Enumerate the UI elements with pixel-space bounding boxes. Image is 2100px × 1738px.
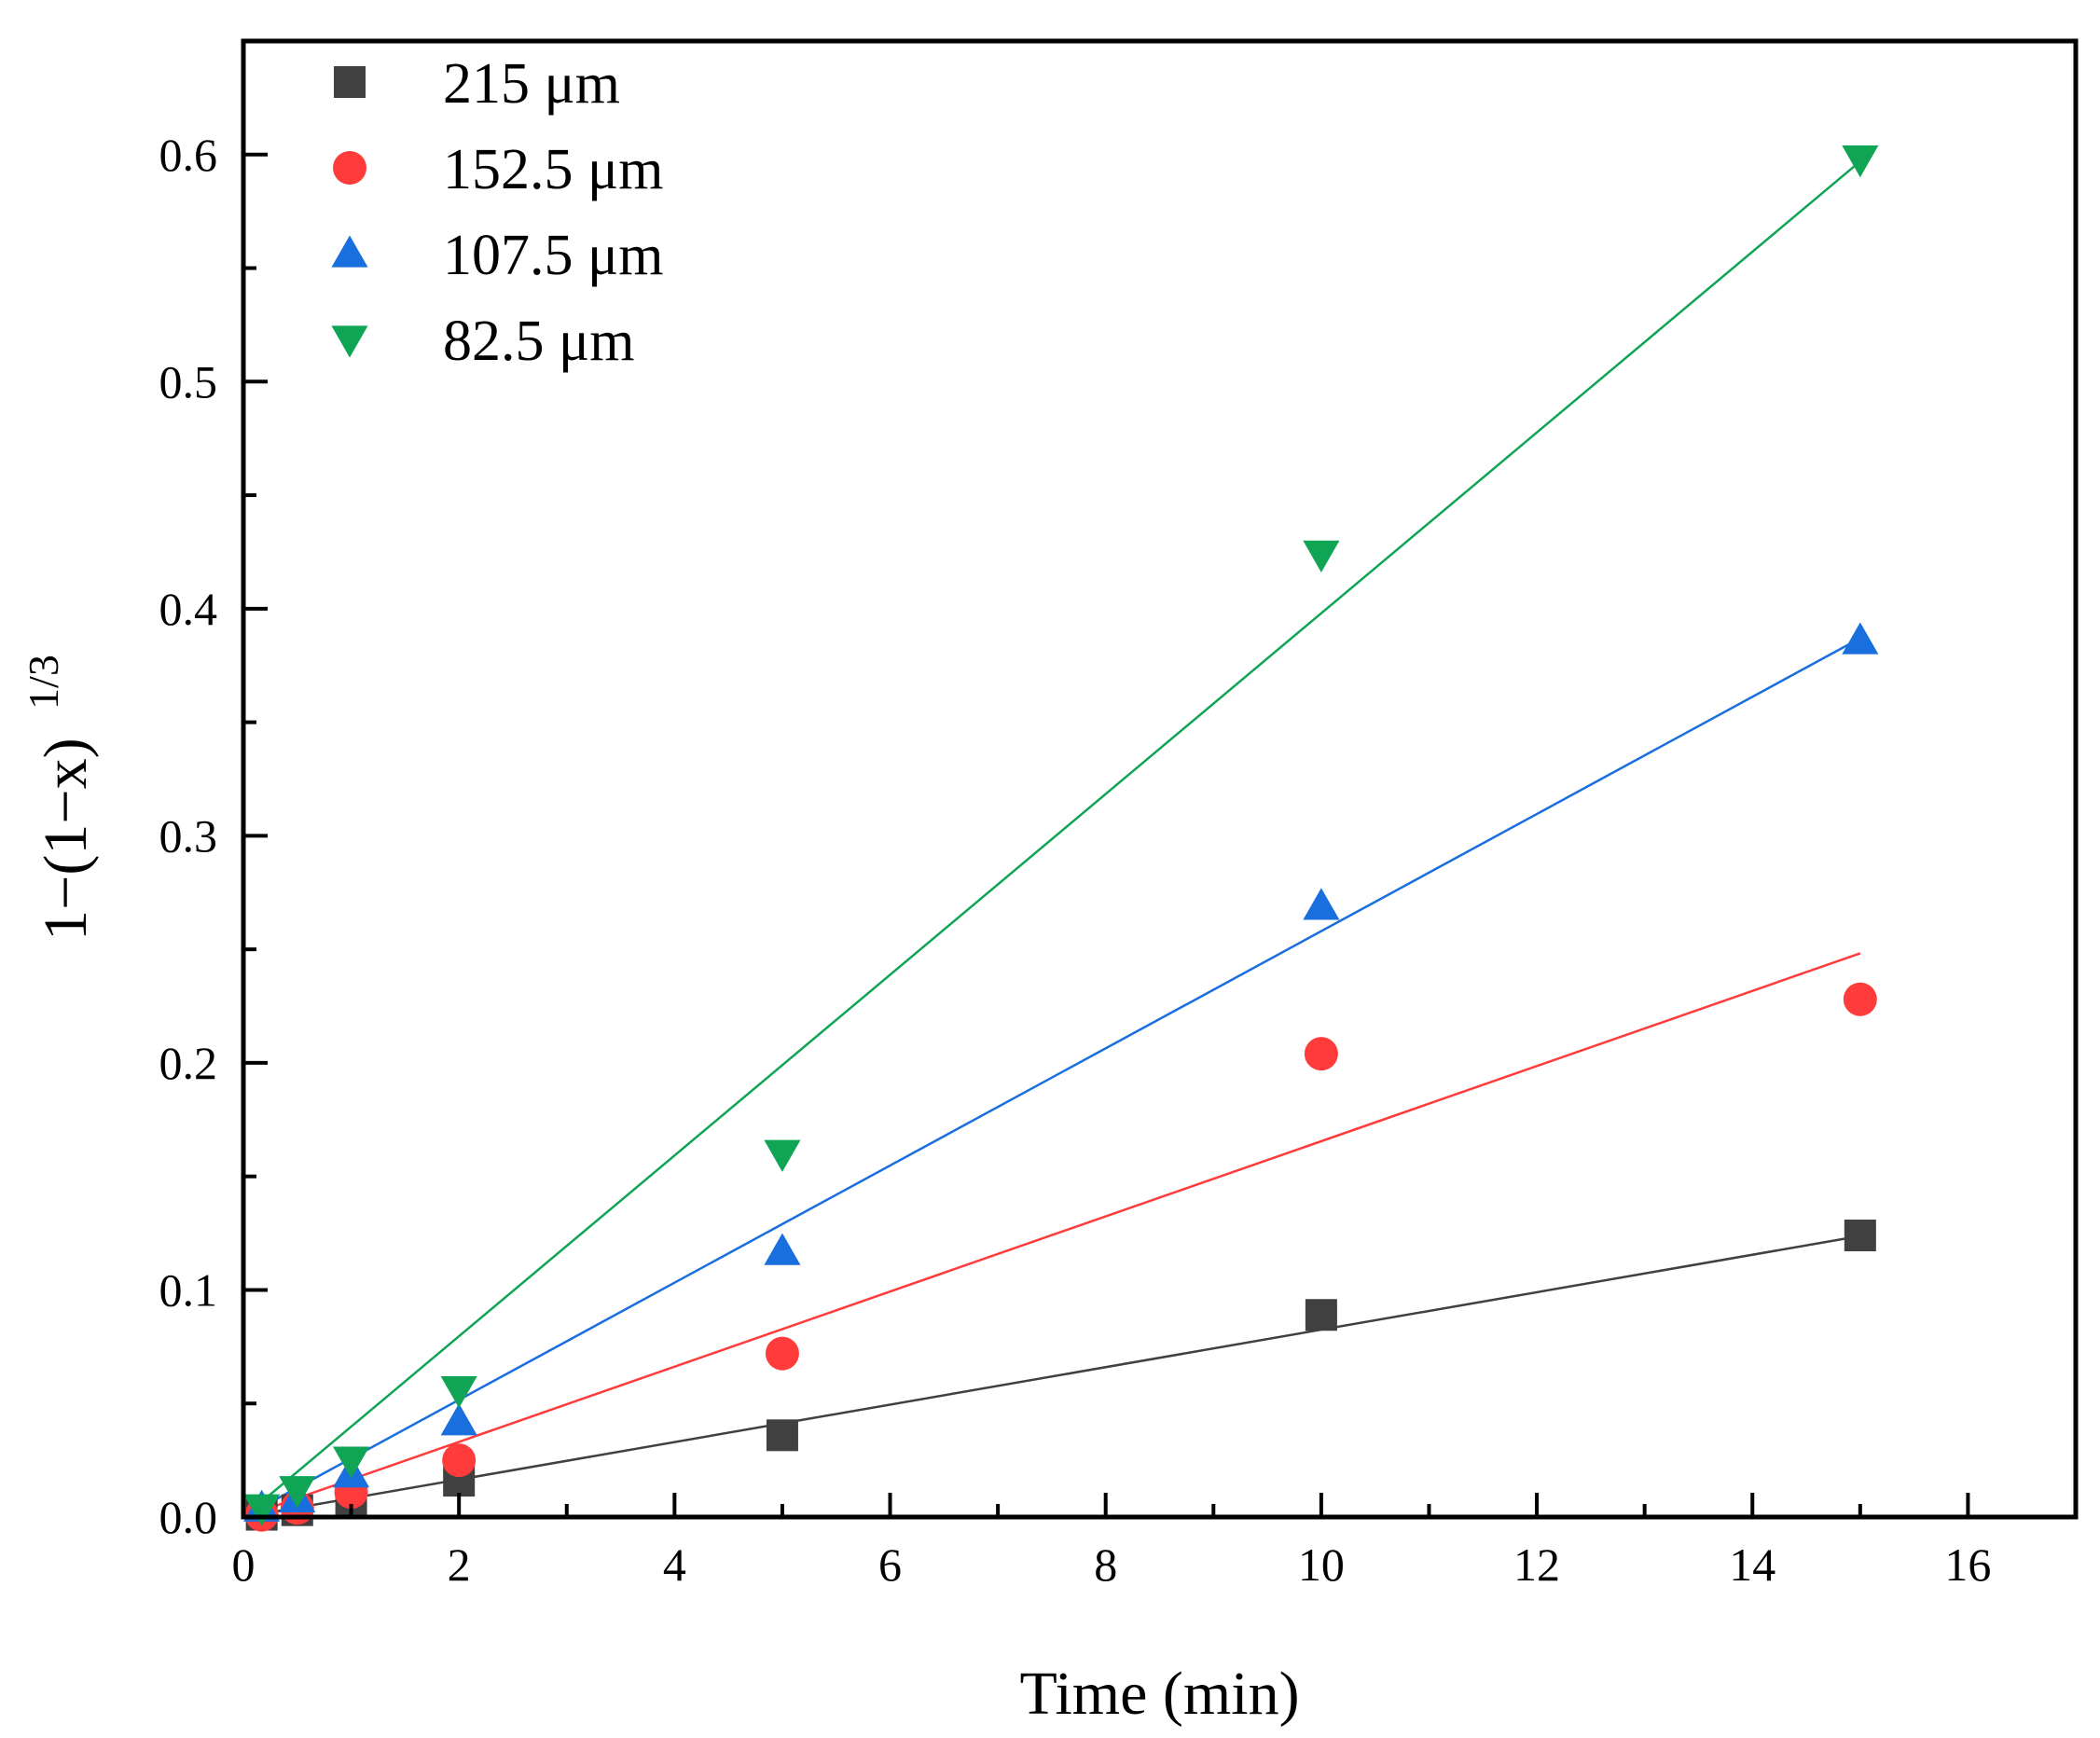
fit-line-2 — [242, 952, 1861, 1519]
data-point — [764, 1233, 801, 1265]
y-tick-label: 0.2 — [159, 1037, 218, 1089]
y-tick-label: 0.6 — [159, 129, 218, 181]
y-tick-label: 0.3 — [159, 809, 218, 862]
data-point — [243, 1494, 281, 1526]
data-point — [279, 1476, 316, 1509]
x-axis-title: Time (min) — [1019, 1660, 1299, 1728]
legend-marker — [334, 66, 366, 98]
fit-lines — [242, 160, 1861, 1519]
legend: 215 μm 152.5 μm 107.5 μm 82.5 μm — [331, 52, 663, 373]
data-point — [1304, 1037, 1338, 1071]
legend-marker — [333, 151, 366, 185]
series-2-markers — [244, 982, 1877, 1532]
y-axis-title-superscript: 1/3 — [20, 655, 67, 710]
x-tick-label: 6 — [878, 1538, 902, 1591]
data-point — [1303, 540, 1340, 572]
data-point — [1843, 982, 1877, 1016]
x-tick-label: 16 — [1944, 1538, 1991, 1591]
fit-line-4 — [242, 160, 1861, 1518]
x-tick-label: 8 — [1094, 1538, 1117, 1591]
y-tick-label: 0.1 — [159, 1263, 218, 1316]
y-tick-label: 0.0 — [159, 1491, 218, 1543]
data-markers — [243, 145, 1879, 1532]
data-point — [1305, 1299, 1337, 1331]
data-point — [442, 1443, 477, 1478]
y-tick-label: 0.5 — [159, 355, 218, 407]
y-axis-title: 1−(1−x) 1/3 — [20, 655, 100, 941]
legend-label: 152.5 μm — [443, 138, 663, 201]
legend-marker — [331, 325, 368, 358]
legend-item-1: 215 μm — [334, 52, 620, 116]
data-point — [1844, 1220, 1876, 1252]
x-tick-label: 2 — [448, 1538, 471, 1591]
data-point — [765, 1336, 799, 1371]
legend-label: 215 μm — [443, 52, 620, 116]
data-point — [1842, 145, 1879, 178]
legend-item-3: 107.5 μm — [331, 224, 663, 287]
series-4-markers — [243, 145, 1879, 1526]
data-point — [440, 1403, 477, 1436]
x-tick-labels: 0 2 4 6 8 10 12 14 16 — [232, 1538, 1992, 1591]
x-tick-label: 12 — [1513, 1538, 1560, 1591]
legend-item-4: 82.5 μm — [331, 310, 634, 373]
data-point — [764, 1139, 801, 1172]
data-point — [333, 1446, 370, 1479]
legend-marker — [331, 235, 368, 268]
y-axis-title-base: 1−(1−x) — [32, 738, 100, 940]
axis-ticks — [242, 152, 1970, 1519]
data-point — [1303, 888, 1340, 920]
data-point — [766, 1419, 798, 1452]
x-tick-label: 4 — [663, 1538, 686, 1591]
x-tick-label: 0 — [232, 1538, 256, 1591]
legend-item-2: 152.5 μm — [333, 138, 663, 201]
fit-line-3 — [242, 637, 1861, 1519]
legend-label: 82.5 μm — [443, 310, 634, 373]
data-point — [1842, 622, 1879, 655]
y-tick-label: 0.4 — [159, 583, 218, 635]
plot-frame — [241, 38, 2079, 1520]
legend-label: 107.5 μm — [443, 224, 663, 287]
x-tick-label: 14 — [1729, 1538, 1775, 1591]
x-tick-label: 10 — [1298, 1538, 1345, 1591]
fit-line-1 — [242, 1235, 1861, 1519]
data-point — [440, 1375, 477, 1409]
y-tick-labels: 0.0 0.1 0.2 0.3 0.4 0.5 0.6 — [159, 129, 218, 1543]
